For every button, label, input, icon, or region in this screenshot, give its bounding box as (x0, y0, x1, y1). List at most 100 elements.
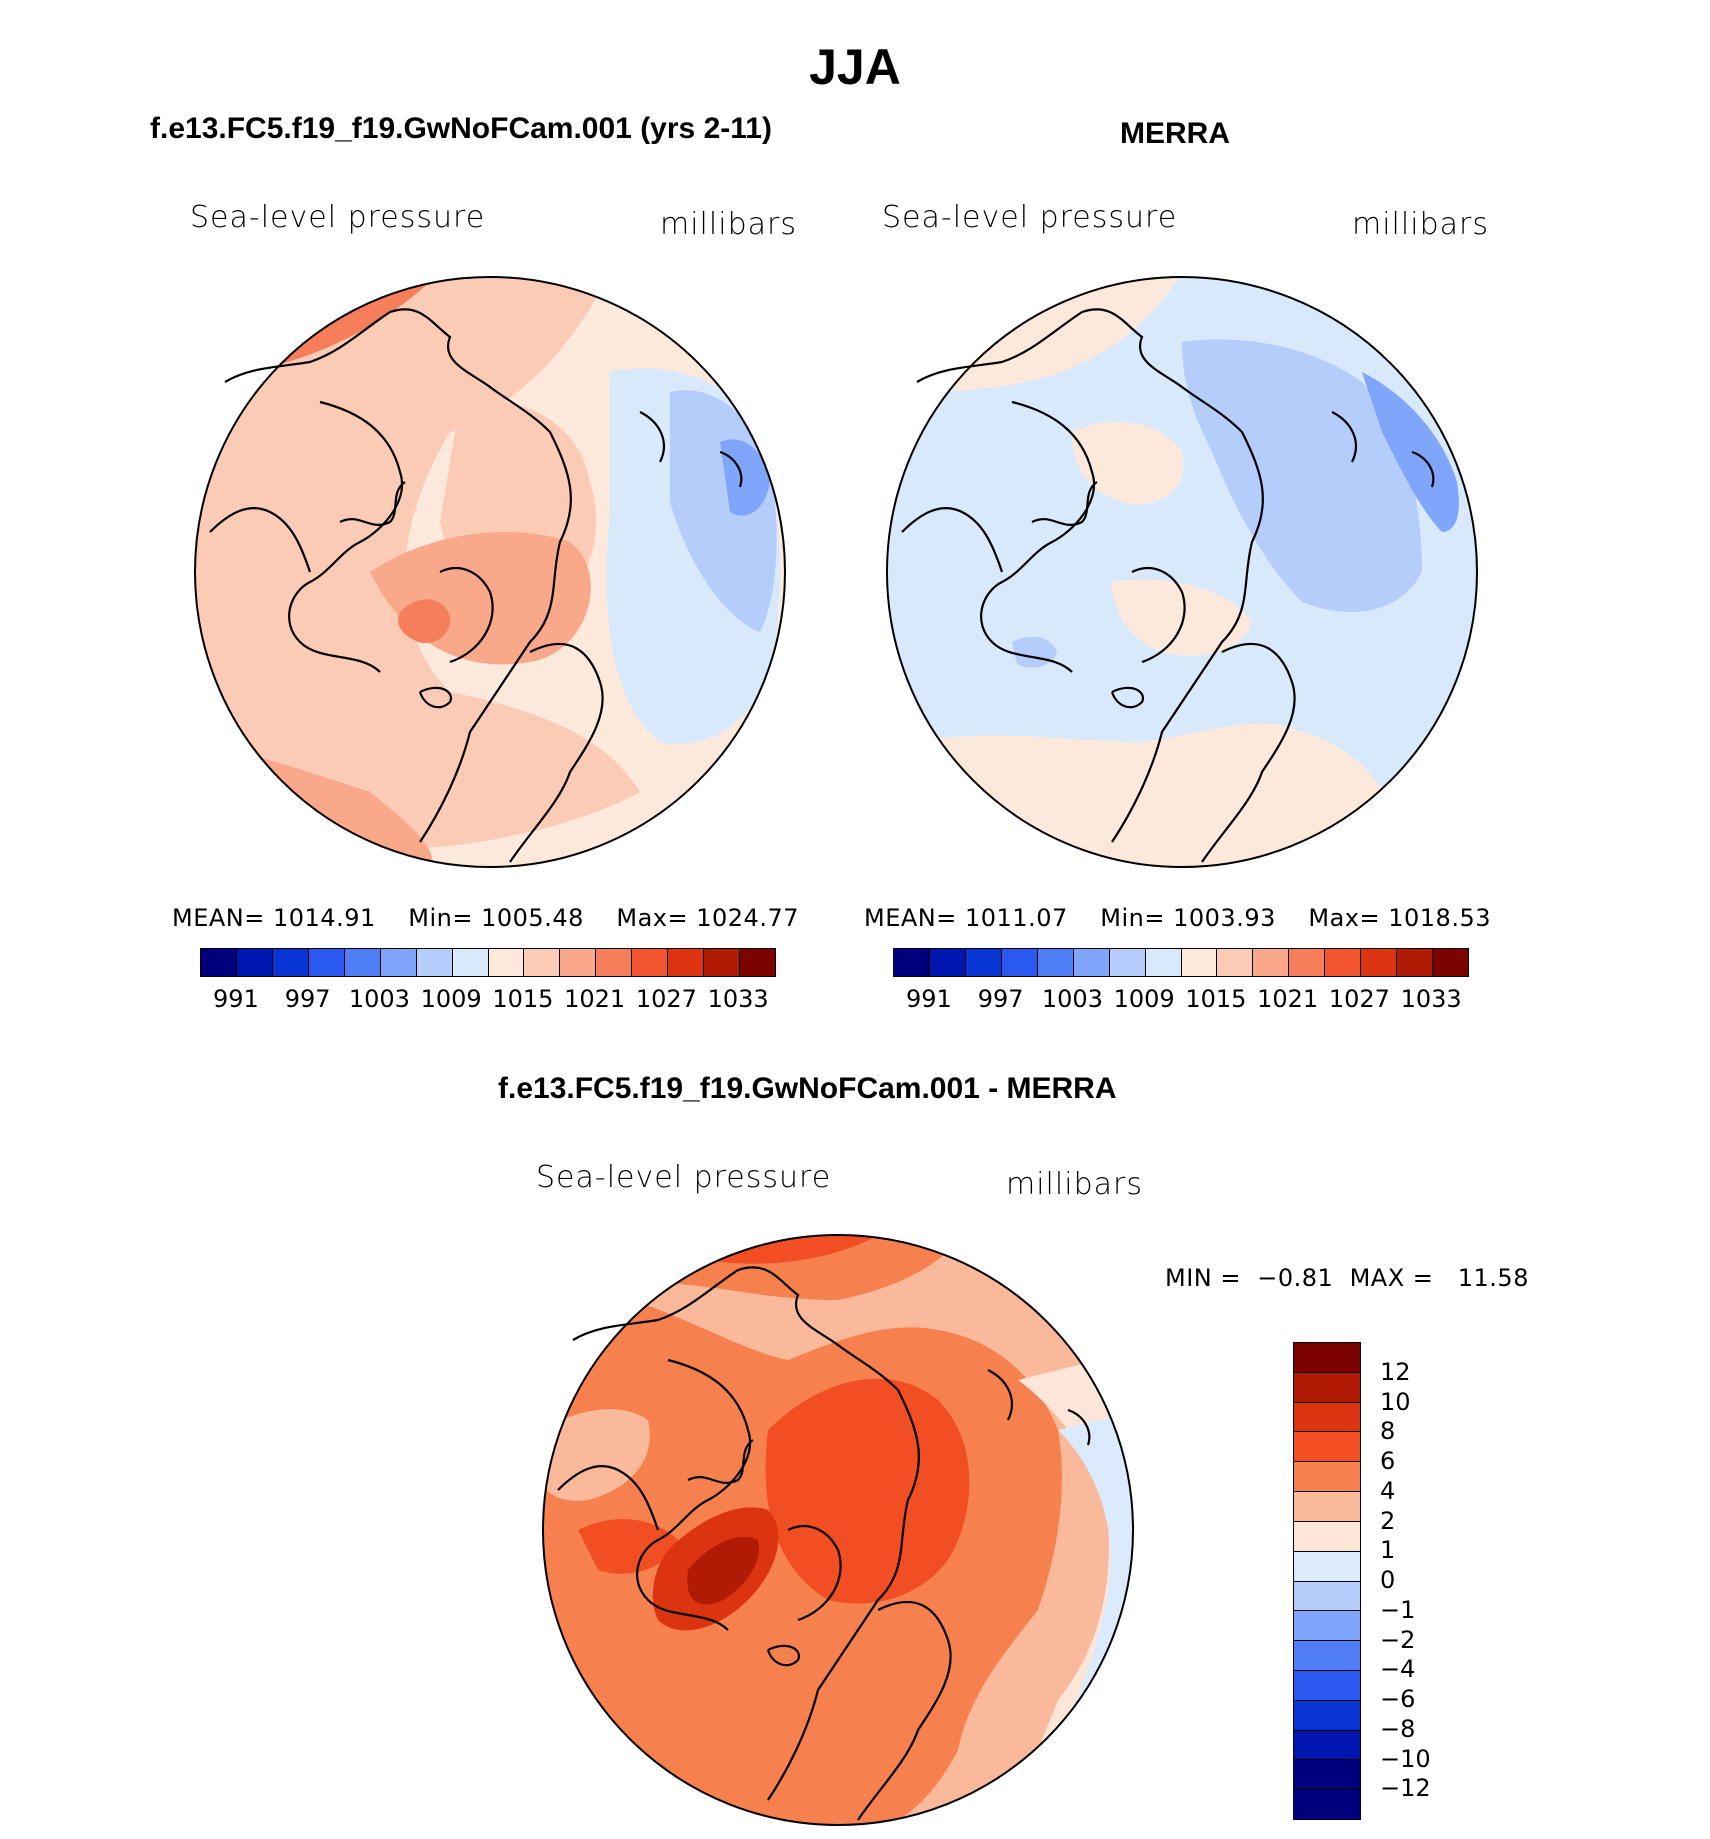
colorbar-cell (704, 949, 741, 976)
colorbar-cell (1217, 949, 1254, 976)
colorbar-tick-label: 2 (1380, 1506, 1396, 1535)
colorbar-cell (201, 949, 237, 976)
colorbar-tick-label: 1033 (1400, 985, 1462, 1013)
diff-map (542, 1234, 1134, 1826)
colorbar-cell (488, 949, 525, 976)
colorbar-cell (1294, 1462, 1360, 1493)
colorbar-cell (1145, 949, 1182, 976)
colorbar-cell (1294, 1521, 1360, 1552)
diff-contour-6 (765, 1378, 970, 1604)
merra-contour-1015-c2 (1112, 579, 1252, 656)
colorbar-cell (1294, 1432, 1360, 1463)
model-units-label: millibars (660, 207, 797, 242)
diff-map-outline (542, 1234, 1134, 1826)
colorbar-cell (560, 949, 597, 976)
colorbar-cell (1397, 949, 1434, 976)
diff-colorbar (1293, 1342, 1361, 1820)
colorbar-tick-label: −8 (1380, 1714, 1416, 1743)
diff-coastlines (557, 1266, 1091, 1821)
diff-contour-2 (598, 1235, 1133, 1825)
colorbar-cell (1294, 1670, 1360, 1701)
colorbar-tick-label: 1033 (707, 985, 769, 1013)
merra-colorbar (893, 948, 1469, 977)
colorbar-tick-label: 1027 (635, 985, 697, 1013)
model-stats: MEAN= 1014.91 Min= 1005.48 Max= 1024.77 (172, 904, 799, 932)
colorbar-tick-label: 4 (1380, 1476, 1396, 1505)
page-title: JJA (809, 39, 901, 95)
colorbar-cell (344, 949, 381, 976)
model-contour-1033 (398, 599, 451, 644)
colorbar-tick-label: 1009 (1113, 985, 1175, 1013)
colorbar-cell (668, 949, 705, 976)
colorbar-cell (740, 949, 775, 976)
merra-map (886, 276, 1478, 868)
merra-units-label: millibars (1352, 207, 1489, 242)
colorbar-cell (236, 949, 273, 976)
colorbar-tick-label: 10 (1380, 1387, 1411, 1416)
colorbar-tick-label: 1015 (1185, 985, 1247, 1013)
merra-contour-1003 (1182, 339, 1422, 612)
diff-variable-label: Sea-level pressure (536, 1160, 832, 1195)
colorbar-cell (1294, 1641, 1360, 1671)
colorbar-cell (596, 949, 633, 976)
colorbar-tick-label: 1027 (1328, 985, 1390, 1013)
colorbar-tick-label: 1009 (420, 985, 482, 1013)
colorbar-tick-label: −4 (1380, 1655, 1416, 1684)
colorbar-cell (1294, 1581, 1360, 1612)
colorbar-cell (308, 949, 345, 976)
diff-contour-10 (687, 1536, 759, 1605)
diff-contour-6w (578, 1519, 678, 1574)
colorbar-cell (1325, 949, 1362, 976)
colorbar-cell (1433, 949, 1468, 976)
model-map-outline (194, 276, 786, 868)
colorbar-cell (524, 949, 561, 976)
colorbar-cell (632, 949, 669, 976)
colorbar-cell (1294, 1611, 1360, 1642)
merra-coastlines (901, 308, 1435, 863)
colorbar-tick-label: 0 (1380, 1566, 1396, 1594)
merra-contour-1015-s (887, 723, 1402, 867)
colorbar-cell (380, 949, 417, 976)
colorbar-cell (1294, 1551, 1360, 1582)
colorbar-cell (965, 949, 1002, 976)
colorbar-tick-label: −6 (1380, 1685, 1416, 1713)
colorbar-cell (1109, 949, 1146, 976)
colorbar-tick-label: 997 (284, 985, 331, 1013)
colorbar-tick-label: 1015 (492, 985, 554, 1013)
colorbar-tick-label: −2 (1380, 1625, 1416, 1654)
diff-units-label: millibars (1006, 1167, 1143, 1202)
colorbar-cell (1294, 1760, 1360, 1791)
colorbar-tick-label: 6 (1380, 1447, 1396, 1475)
merra-contour-1015-c (1072, 421, 1184, 505)
colorbar-cell (1294, 1700, 1360, 1731)
colorbar-cell (929, 949, 966, 976)
colorbar-cell (1361, 949, 1398, 976)
diff-contour-2w (543, 1409, 650, 1501)
colorbar-tick-label: 1003 (1041, 985, 1103, 1013)
colorbar-tick-label: 8 (1380, 1417, 1396, 1446)
diff-stats: MIN = −0.81 MAX = 11.58 (1165, 1264, 1529, 1292)
diff-panel-title: f.e13.FC5.f19_f19.GwNoFCam.001 - MERRA (498, 1072, 1117, 1105)
colorbar-tick-label: −10 (1380, 1744, 1431, 1773)
colorbar-cell (452, 949, 489, 976)
colorbar-tick-label: 991 (212, 985, 259, 1013)
colorbar-cell (1294, 1730, 1360, 1761)
model-variable-label: Sea-level pressure (190, 200, 486, 235)
colorbar-cell (1294, 1343, 1360, 1373)
colorbar-cell (1294, 1492, 1360, 1522)
merra-colorbar-ticks: 991 997 1003 1009 1015 1021 1027 1033 (893, 985, 1467, 1015)
merra-contour-1021 (887, 302, 1032, 332)
colorbar-cell (1294, 1402, 1360, 1433)
colorbar-cell (1181, 949, 1218, 976)
colorbar-tick-label: 1003 (348, 985, 410, 1013)
merra-contour-997 (1362, 372, 1459, 532)
colorbar-tick-label: 997 (977, 985, 1024, 1013)
colorbar-cell (272, 949, 309, 976)
colorbar-cell (1253, 949, 1290, 976)
colorbar-cell (1289, 949, 1326, 976)
diff-colorbar-ticks: 12 10 8 6 4 2 1 0 −1 −2 −4 −6 −8 −10 −12 (1380, 1342, 1500, 1818)
model-coastlines (209, 308, 743, 863)
model-colorbar-ticks: 991 997 1003 1009 1015 1021 1027 1033 (200, 985, 774, 1015)
model-map (194, 276, 786, 868)
colorbar-cell (1294, 1372, 1360, 1403)
